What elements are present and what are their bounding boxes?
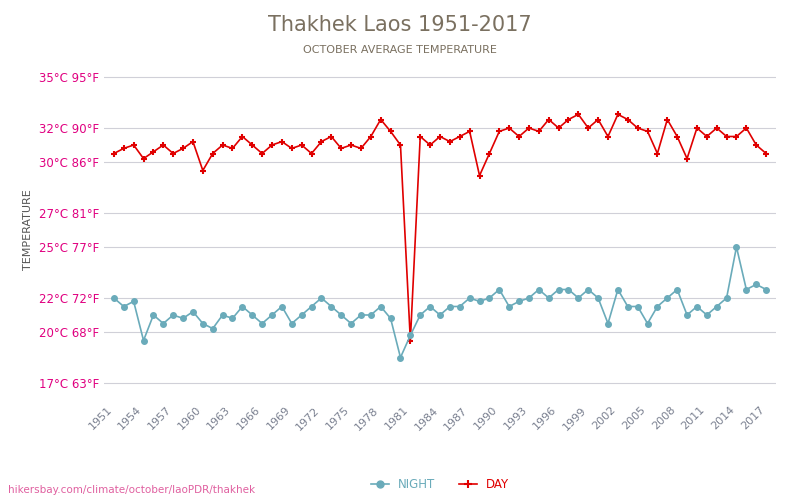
Text: Thakhek Laos 1951-2017: Thakhek Laos 1951-2017 <box>268 15 532 35</box>
Legend: NIGHT, DAY: NIGHT, DAY <box>366 474 514 496</box>
Text: hikersbay.com/climate/october/laoPDR/thakhek: hikersbay.com/climate/october/laoPDR/tha… <box>8 485 255 495</box>
Y-axis label: TEMPERATURE: TEMPERATURE <box>22 190 33 270</box>
Text: OCTOBER AVERAGE TEMPERATURE: OCTOBER AVERAGE TEMPERATURE <box>303 45 497 55</box>
